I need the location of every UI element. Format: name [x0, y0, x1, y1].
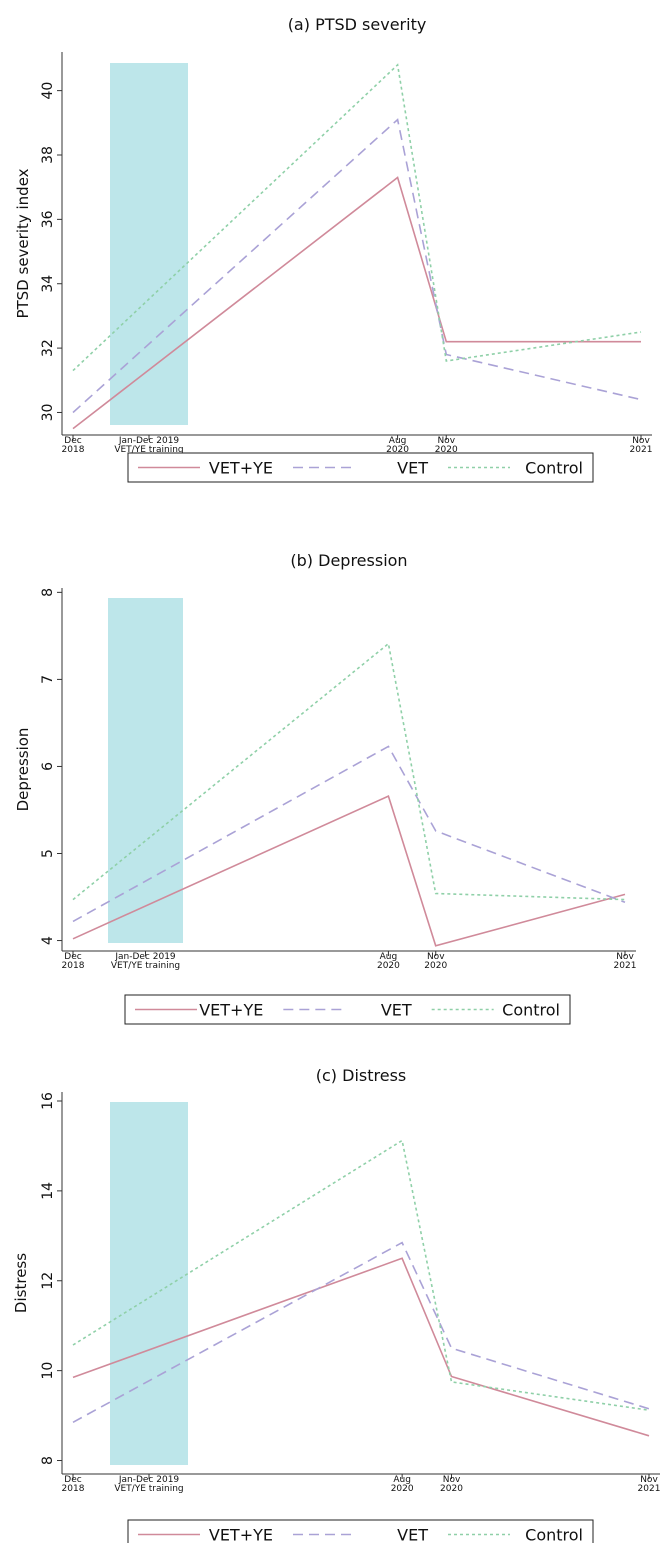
y-tick-label: 36 [40, 210, 56, 228]
x-tick-label: 2021 [630, 445, 653, 455]
y-axis-label: Depression [14, 728, 32, 812]
y-tick-label: 8 [40, 588, 56, 597]
legend: VET+YE VET Control [125, 995, 570, 1024]
legend-label: VET [397, 1526, 428, 1543]
chart-title: (b) Depression [290, 551, 407, 570]
x-tick-label: 2018 [62, 961, 85, 971]
legend: VET+YE VET Control [128, 453, 593, 482]
training-band-label: VET/YE training [111, 961, 180, 971]
legend-label: VET+YE [209, 459, 273, 478]
x-tick-label: 2018 [62, 445, 85, 455]
legend-box [128, 1520, 593, 1543]
y-tick-label: 4 [40, 936, 56, 945]
y-axis-label: PTSD severity index [14, 168, 32, 318]
y-tick-label: 30 [40, 404, 56, 422]
y-tick-label: 40 [40, 82, 56, 100]
legend-label: VET [397, 459, 428, 478]
x-tick-label: 2021 [638, 1484, 661, 1494]
y-tick-label: 14 [40, 1182, 56, 1200]
y-tick-label: 10 [40, 1362, 56, 1380]
chart-panel-1: (a) PTSD severity 30 32 34 36 38 40 PTSD severi… [14, 15, 652, 482]
legend-label: VET+YE [199, 1001, 263, 1020]
training-band [110, 1102, 188, 1465]
x-tick-label: 2018 [62, 1484, 85, 1494]
legend: VET+YE VET Control [128, 1520, 593, 1543]
chart-panel-2: (b) Depression45678DepressionDec2018Aug2… [14, 551, 636, 1024]
x-tick-label: 2020 [391, 1484, 414, 1494]
y-tick-label: 34 [40, 275, 56, 293]
x-tick-label: 2020 [377, 961, 400, 971]
training-band-label: VET/YE training [114, 1484, 183, 1494]
y-tick-label: 12 [40, 1272, 56, 1290]
legend-label: Control [525, 459, 583, 478]
legend-label: VET+YE [209, 1526, 273, 1543]
y-tick-label: 32 [40, 339, 56, 357]
chart-panel-3: (c) Distress810121416DistressDec2018Aug2… [12, 1066, 660, 1543]
y-tick-label: 5 [40, 849, 56, 858]
y-axis-label: Distress [12, 1253, 30, 1313]
y-tick-label: 38 [40, 146, 56, 164]
x-tick-label: 2021 [614, 961, 637, 971]
chart-title: (c) Distress [316, 1066, 406, 1085]
y-tick-label: 16 [40, 1092, 56, 1110]
y-tick-label: 7 [40, 675, 56, 684]
y-tick-label: 6 [40, 762, 56, 771]
x-tick-label: 2020 [440, 1484, 463, 1494]
y-tick-label: 8 [40, 1456, 56, 1465]
legend-label: Control [502, 1001, 560, 1020]
training-band [108, 598, 183, 943]
legend-label: VET [381, 1001, 412, 1020]
x-tick-label: 2020 [424, 961, 447, 971]
legend-label: Control [525, 1526, 583, 1543]
chart-title: (a) PTSD severity [288, 15, 427, 34]
